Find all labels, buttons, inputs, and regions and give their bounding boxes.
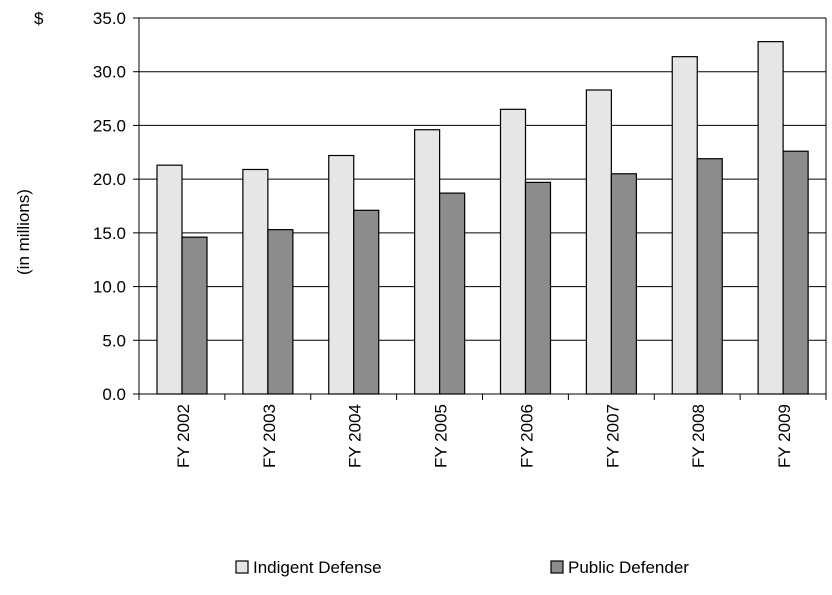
y-tick-label: 30.0 <box>93 63 126 82</box>
gridlines <box>139 17 826 341</box>
bar-public-defender <box>610 173 637 395</box>
x-tick-label: FY 2002 <box>174 404 193 468</box>
bar-public-defender <box>439 192 466 395</box>
bar-indigent-defense <box>499 108 527 395</box>
bar-indigent-defense <box>156 164 183 395</box>
bar-indigent-defense <box>242 168 269 395</box>
y-tick-label: 15.0 <box>93 224 126 243</box>
x-tick-label: FY 2009 <box>775 404 794 468</box>
bar-indigent-defense <box>414 129 441 395</box>
bar-public-defender <box>696 158 723 395</box>
bar-indigent-defense <box>757 41 784 395</box>
legend-label: Public Defender <box>568 558 689 577</box>
axes <box>133 17 827 400</box>
y-axis-title: (in millions) <box>14 189 33 275</box>
x-tick-label: FY 2004 <box>346 404 365 468</box>
y-tick-label: 0.0 <box>102 385 126 404</box>
legend-swatch <box>235 560 249 574</box>
x-tick-label: FY 2003 <box>260 404 279 468</box>
bar-public-defender <box>181 236 208 395</box>
y-axis-prefix: $ <box>34 9 44 28</box>
legend-swatch <box>550 560 564 574</box>
legend-label: Indigent Defense <box>253 558 382 577</box>
bar-indigent-defense <box>328 154 355 395</box>
x-tick-label: FY 2008 <box>689 404 708 468</box>
bar-public-defender <box>353 209 380 395</box>
bar-public-defender <box>524 181 552 395</box>
y-tick-label: 10.0 <box>93 278 126 297</box>
y-tick-label: 20.0 <box>93 170 126 189</box>
bar-indigent-defense <box>671 56 698 395</box>
x-tick-label: FY 2007 <box>603 404 622 468</box>
bar-indigent-defense <box>585 89 612 395</box>
y-tick-labels: 0.0 5.0 10.0 15.0 20.0 25.0 30.0 35.0 <box>93 9 126 404</box>
bar-public-defender <box>782 150 809 395</box>
bars <box>156 41 809 395</box>
x-tick-label: FY 2005 <box>432 404 451 468</box>
bar-public-defender <box>267 229 294 395</box>
x-tick-labels: FY 2002 FY 2003 FY 2004 FY 2005 FY 2006 FY 20… <box>174 404 794 468</box>
y-tick-label: 5.0 <box>102 331 126 350</box>
x-tick-label: FY 2006 <box>517 404 536 468</box>
y-tick-label: 35.0 <box>93 9 126 28</box>
legend: Indigent Defense Public Defender <box>235 558 689 577</box>
y-tick-label: 25.0 <box>93 116 126 135</box>
